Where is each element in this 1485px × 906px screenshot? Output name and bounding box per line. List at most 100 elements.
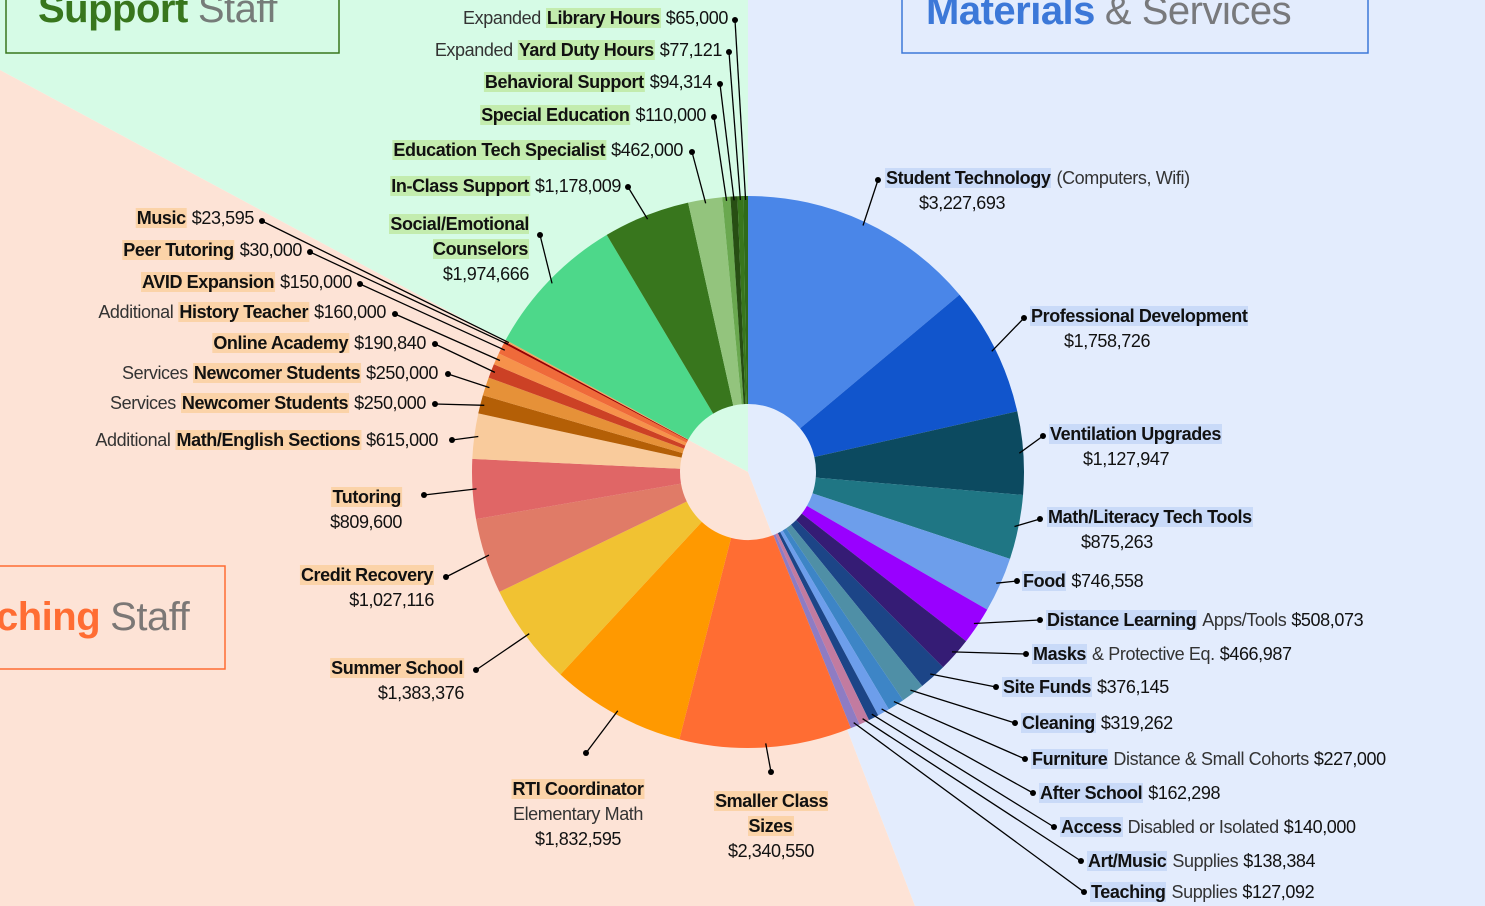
leader-line <box>434 343 496 373</box>
label-name: Credit Recovery <box>299 564 434 585</box>
leader-dot <box>875 177 881 183</box>
leader-dot <box>259 218 265 224</box>
slice-label: Food $746,558 <box>1022 569 1144 594</box>
slice-label: Art/Music Supplies $138,384 <box>1087 849 1316 874</box>
slice <box>786 524 923 701</box>
teaching-box <box>0 565 226 670</box>
label-name: Food <box>1022 570 1067 591</box>
slice-label: Services Newcomer Students $250,000 <box>110 391 426 416</box>
label-line: Site Funds $376,145 <box>1002 675 1169 700</box>
label-note: Supplies <box>1171 881 1238 902</box>
label-prefix: Expanded <box>434 39 513 60</box>
value-label: $65,000 <box>665 7 729 28</box>
label-name: Distance Learning <box>1046 609 1198 630</box>
slice-label: Cleaning $319,262 <box>1021 711 1173 736</box>
label-name: Site Funds <box>1002 676 1093 697</box>
label-line: Services Newcomer Students $250,000 <box>122 361 438 386</box>
leader-dot <box>473 667 479 673</box>
slice-label: Site Funds $376,145 <box>1002 675 1169 700</box>
label-name: Online Academy <box>212 332 350 353</box>
leader-dot <box>1051 824 1057 830</box>
label-note: Apps/Tools <box>1202 609 1287 630</box>
slice-label: In-Class Support $1,178,009 <box>390 174 621 199</box>
label-line: Special Education $110,000 <box>480 103 706 128</box>
label-line: $1,027,116 <box>300 588 434 613</box>
value-label: $250,000 <box>366 362 438 383</box>
slice-label: Behavioral Support $94,314 <box>483 70 712 95</box>
group-name: Support <box>38 0 188 31</box>
materials-box <box>901 0 1369 54</box>
leader-line <box>991 317 1025 352</box>
value-label: $875,263 <box>1081 531 1153 552</box>
slice <box>482 377 685 454</box>
label-line: Teaching Supplies $127,092 <box>1090 880 1315 905</box>
label-line: $809,600 <box>330 510 402 535</box>
value-label: $508,073 <box>1291 609 1364 630</box>
label-name: Music <box>135 207 187 228</box>
leader-line <box>445 554 490 578</box>
label-note: Distance & Small Cohorts <box>1113 748 1309 769</box>
label-name: Student Technology <box>885 167 1052 188</box>
leader-line <box>871 713 1055 828</box>
slice <box>498 343 688 443</box>
leader-dot <box>1030 790 1036 796</box>
leader-dot <box>432 341 438 347</box>
label-line: Online Academy $190,840 <box>212 331 426 356</box>
leader-line <box>1014 518 1041 528</box>
label-prefix: Services <box>122 362 188 383</box>
leader-line <box>862 179 879 226</box>
slice-label: Student Technology (Computers, Wifi) $3,22… <box>885 166 1190 216</box>
leader-dot <box>726 49 732 55</box>
slice-label: Education Tech Specialist $462,000 <box>392 138 683 163</box>
leader-dot <box>717 81 723 87</box>
slice <box>730 196 746 405</box>
materials-region <box>748 0 1485 906</box>
leader-line <box>691 151 707 204</box>
leader-dot <box>1022 756 1028 762</box>
leader-line <box>910 689 1016 724</box>
slice-label: Additional Math/English Sections $615,000 <box>95 428 438 453</box>
slice-label: Professional Development $1,758,726 <box>1030 304 1249 354</box>
value-label: $1,974,666 <box>442 263 529 284</box>
leader-line <box>853 722 1085 893</box>
value-label: $1,832,595 <box>534 828 622 849</box>
group-rest: Staff <box>110 595 190 639</box>
value-label: $250,000 <box>354 392 426 413</box>
slice <box>606 202 734 414</box>
leader-line <box>627 186 649 220</box>
leader-line <box>359 283 506 351</box>
label-name: Special Education <box>480 104 631 125</box>
leader-line <box>434 403 485 406</box>
group-title: Support Staff <box>38 0 277 40</box>
label-name: Peer Tutoring <box>122 239 235 260</box>
label-line: $2,340,550 <box>711 839 831 864</box>
slice <box>796 513 967 668</box>
slice-label: Special Education $110,000 <box>480 103 706 128</box>
value-label: $809,600 <box>330 511 402 532</box>
slice-label: Expanded Library Hours $65,000 <box>463 6 728 31</box>
label-line: Professional Development <box>1030 304 1249 329</box>
value-label: $1,027,116 <box>349 589 434 610</box>
label-line: Smaller Class Sizes <box>711 789 831 839</box>
leader-dot <box>1040 433 1046 439</box>
label-line: Expanded Library Hours $65,000 <box>463 6 728 31</box>
leader-dot <box>445 371 451 377</box>
slice <box>560 521 732 740</box>
leader-dot <box>537 232 543 238</box>
slice-label: Ventilation Upgrades $1,127,947 <box>1049 422 1223 472</box>
slice-label: Credit Recovery $1,027,116 <box>299 563 434 613</box>
label-line: Summer School <box>330 656 464 681</box>
value-label: $615,000 <box>366 429 438 450</box>
label-name: Yard Duty Hours <box>517 39 655 60</box>
leader-line <box>996 580 1018 584</box>
slice-label: Additional History Teacher $160,000 <box>98 300 386 325</box>
label-name: Art/Music <box>1087 850 1168 871</box>
label-name: Professional Development <box>1030 305 1249 326</box>
leader-line <box>309 251 509 345</box>
leader-dot <box>1014 578 1020 584</box>
leader-dot <box>421 492 427 498</box>
label-line: $1,974,666 <box>339 262 529 287</box>
leader-dot <box>449 437 455 443</box>
label-line: Services Newcomer Students $250,000 <box>110 391 426 416</box>
